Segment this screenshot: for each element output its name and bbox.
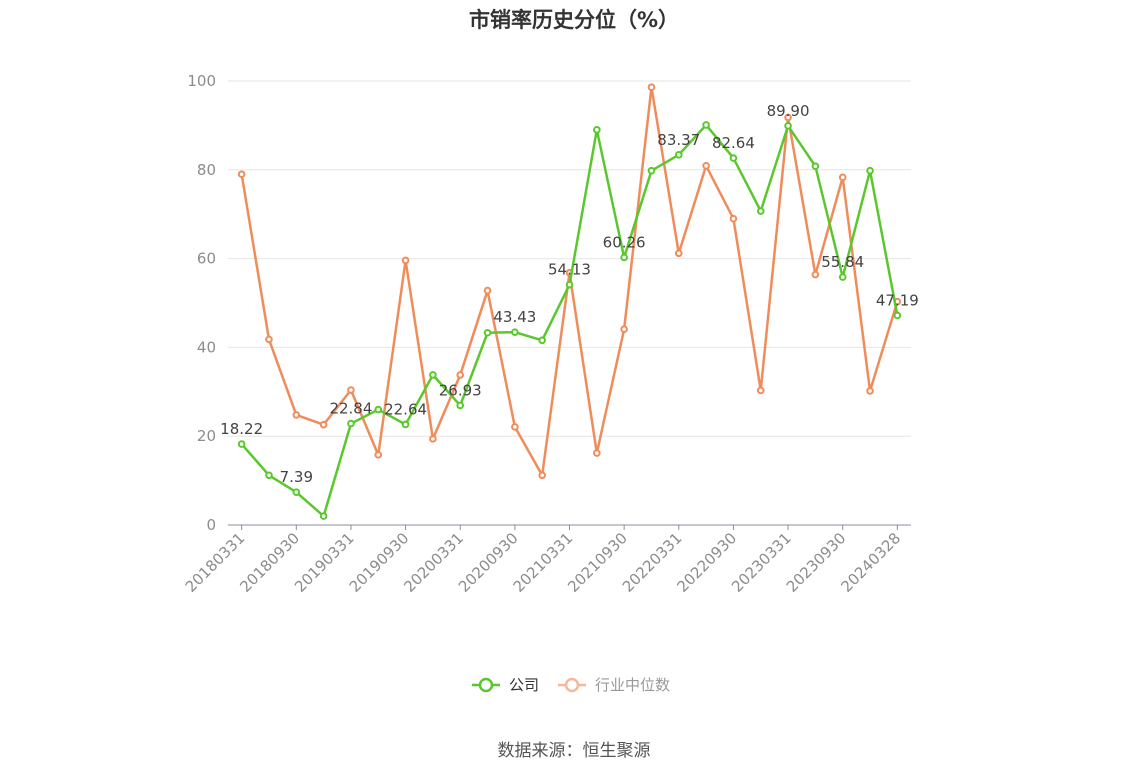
company-point [538, 336, 546, 345]
company-point [565, 280, 574, 289]
data-label: 55.84 [821, 253, 864, 271]
y-tick-label: 0 [206, 516, 216, 534]
y-tick-label: 80 [197, 161, 216, 179]
data-label: 26.93 [439, 381, 482, 399]
company-point [702, 121, 710, 129]
data-label: 60.26 [603, 233, 646, 251]
y-tick-label: 20 [197, 427, 216, 445]
y-tick-label: 100 [187, 72, 216, 90]
industry-point [292, 411, 301, 419]
company-point [647, 166, 656, 175]
data-label: 22.64 [384, 400, 427, 418]
company-point [838, 273, 847, 281]
company-point [893, 311, 902, 320]
company-point [374, 405, 383, 414]
y-tick-label: 60 [197, 250, 216, 268]
industry-point [784, 113, 792, 122]
company-point [866, 166, 874, 175]
company-point [401, 420, 410, 429]
company-point [674, 151, 683, 159]
data-source: 数据来源：恒生聚源 [497, 741, 651, 761]
industry-point [647, 83, 656, 92]
company-point [756, 207, 765, 215]
company-point [511, 328, 519, 336]
company-point [292, 488, 301, 496]
industry-point [593, 449, 601, 457]
data-label: 7.39 [280, 468, 313, 486]
industry-point [620, 325, 628, 333]
industry-point [511, 423, 519, 431]
company-point [265, 471, 273, 480]
company-point [319, 512, 328, 520]
company-point [429, 371, 437, 379]
legend-marker-icon [478, 677, 494, 693]
data-label: 43.43 [493, 308, 536, 326]
data-label: 83.37 [657, 131, 700, 149]
company-point [237, 440, 246, 448]
company-point [811, 162, 820, 171]
industry-point [347, 386, 355, 394]
industry-point [374, 451, 383, 459]
industry-point [674, 249, 683, 258]
industry-point [756, 386, 765, 395]
x-tick-label: 20240328 [837, 529, 904, 596]
industry-point [838, 173, 847, 182]
data-label: 89.90 [767, 102, 810, 120]
legend-label: 公司 [509, 676, 539, 694]
industry-point [811, 270, 820, 279]
industry-point [538, 471, 546, 480]
data-label: 22.84 [329, 400, 372, 418]
company-point [729, 154, 738, 162]
industry-point [401, 256, 410, 265]
data-label: 54.13 [548, 261, 591, 279]
company-point [593, 126, 601, 134]
data-label: 47.19 [876, 291, 919, 309]
company-point [620, 253, 628, 262]
data-label: 18.22 [220, 420, 263, 438]
company-point [784, 122, 792, 130]
industry-point [429, 435, 437, 443]
legend-marker-icon [564, 677, 580, 693]
industry-point [319, 420, 328, 429]
chart-title: 市销率历史分位（%） [468, 8, 680, 32]
y-tick-label: 40 [197, 338, 216, 356]
company-point [483, 328, 492, 337]
company-point [347, 419, 355, 428]
industry-point [265, 335, 273, 344]
industry-point [702, 162, 710, 170]
data-label: 82.64 [712, 134, 755, 152]
industry-point [729, 214, 738, 223]
industry-point [866, 387, 874, 395]
legend-label: 行业中位数 [595, 676, 670, 694]
industry-point [483, 286, 492, 295]
industry-point [237, 170, 246, 179]
industry-point [456, 371, 465, 379]
company-point [456, 401, 465, 410]
